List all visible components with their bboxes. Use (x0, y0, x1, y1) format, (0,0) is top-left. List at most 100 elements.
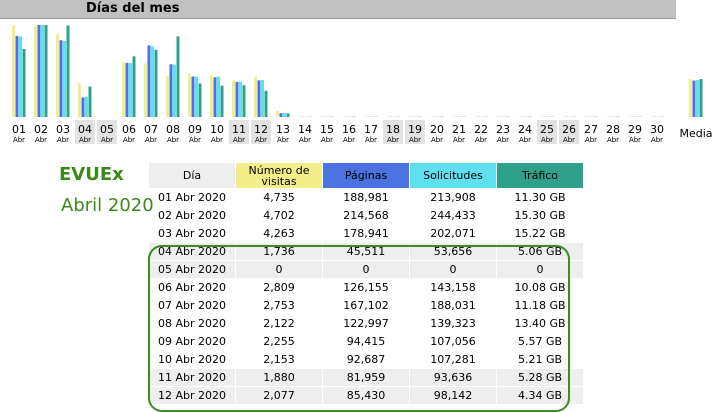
day-tick-sublabel: Abr (123, 136, 135, 144)
day-tick-label: 02 (34, 123, 48, 136)
cell-requests: 53,656 (410, 243, 496, 260)
day-tick-sublabel: Abr (57, 136, 69, 144)
bar-solicitudes-10 (217, 77, 220, 117)
cell-visits: 4,263 (236, 225, 322, 242)
bar-solicitudes-11 (239, 82, 242, 117)
bar-p-ginas-09 (192, 77, 195, 117)
day-tick-sublabel: Abr (541, 136, 553, 144)
cell-day: 09 Abr 2020 (149, 333, 235, 350)
day-tick-label: 14 (298, 123, 312, 136)
average-label: Media (679, 127, 712, 140)
cell-visits: 1,880 (236, 369, 322, 386)
section-title: Días del mes (86, 1, 180, 16)
day-tick-label: 06 (122, 123, 136, 136)
bar-p-ginas-10 (214, 77, 217, 117)
day-tick-sublabel: Abr (167, 136, 179, 144)
col-header-pages: Páginas (323, 163, 409, 188)
cell-requests: 202,071 (410, 225, 496, 242)
cell-visits: 2,153 (236, 351, 322, 368)
cell-traffic: 4.34 GB (497, 387, 583, 404)
cell-traffic: 11.30 GB (497, 189, 583, 206)
cell-pages: 214,568 (323, 207, 409, 224)
col-header-requests: Solicitudes (410, 163, 496, 188)
day-tick-label: 01 (12, 123, 26, 136)
day-tick-sublabel: Abr (365, 136, 377, 144)
bar-p-ginas-08 (170, 64, 173, 117)
bar-average-0 (689, 79, 692, 117)
cell-requests: 188,031 (410, 297, 496, 314)
cell-traffic: 5.21 GB (497, 351, 583, 368)
bar-tr-fico-08 (177, 36, 180, 117)
bar-tr-fico-10 (221, 86, 224, 117)
day-tick-sublabel: Abr (563, 136, 575, 144)
cell-requests: 98,142 (410, 387, 496, 404)
day-tick-sublabel: Abr (145, 136, 157, 144)
cell-pages: 122,997 (323, 315, 409, 332)
day-tick-label: 21 (452, 123, 466, 136)
bar-p-ginas-11 (236, 82, 239, 117)
day-tick-label: 20 (430, 123, 444, 136)
day-tick-sublabel: Abr (475, 136, 487, 144)
bar-n-mero-de-visitas-03 (56, 34, 59, 117)
bar-p-ginas-04 (82, 97, 85, 117)
cell-requests: 213,908 (410, 189, 496, 206)
cell-requests: 244,433 (410, 207, 496, 224)
cell-visits: 0 (236, 261, 322, 278)
col-header-traffic: Tráfico (497, 163, 583, 188)
day-tick-label: 12 (254, 123, 268, 136)
day-tick-sublabel: Abr (211, 136, 223, 144)
cell-day: 01 Abr 2020 (149, 189, 235, 206)
bar-p-ginas-02 (38, 25, 41, 117)
day-tick-label: 15 (320, 123, 334, 136)
cell-visits: 2,122 (236, 315, 322, 332)
cell-traffic: 5.28 GB (497, 369, 583, 386)
bar-n-mero-de-visitas-09 (188, 73, 191, 117)
bar-tr-fico-01 (23, 49, 26, 117)
day-tick-sublabel: Abr (497, 136, 509, 144)
bar-n-mero-de-visitas-08 (166, 76, 169, 117)
bar-n-mero-de-visitas-01 (12, 25, 15, 117)
day-tick-label: 17 (364, 123, 378, 136)
day-tick-label: 22 (474, 123, 488, 136)
bar-p-ginas-06 (126, 63, 129, 117)
day-tick-sublabel: Abr (651, 136, 663, 144)
day-tick-label: 07 (144, 123, 158, 136)
bar-solicitudes-08 (173, 65, 176, 117)
bar-solicitudes-02 (41, 25, 44, 117)
day-tick-label: 11 (232, 123, 246, 136)
cell-pages: 178,941 (323, 225, 409, 242)
bar-tr-fico-09 (199, 84, 202, 117)
cell-traffic: 11.18 GB (497, 297, 583, 314)
bar-solicitudes-06 (129, 63, 132, 117)
cell-traffic: 13.40 GB (497, 315, 583, 332)
day-tick-sublabel: Abr (79, 136, 91, 144)
bar-solicitudes-13 (283, 113, 286, 117)
cell-pages: 94,415 (323, 333, 409, 350)
cell-day: 10 Abr 2020 (149, 351, 235, 368)
cell-pages: 85,430 (323, 387, 409, 404)
bar-p-ginas-03 (60, 40, 63, 117)
bar-tr-fico-04 (89, 87, 92, 117)
day-tick-sublabel: Abr (255, 136, 267, 144)
cell-day: 12 Abr 2020 (149, 387, 235, 404)
cell-requests: 0 (410, 261, 496, 278)
day-tick-sublabel: Abr (453, 136, 465, 144)
day-tick-label: 30 (650, 123, 664, 136)
day-tick-label: 18 (386, 123, 400, 136)
cell-day: 08 Abr 2020 (149, 315, 235, 332)
day-tick-label: 19 (408, 123, 422, 136)
day-tick-sublabel: Abr (431, 136, 443, 144)
day-tick-sublabel: Abr (585, 136, 597, 144)
cell-day: 06 Abr 2020 (149, 279, 235, 296)
cell-visits: 2,809 (236, 279, 322, 296)
cell-traffic: 10.08 GB (497, 279, 583, 296)
watermark-site-name: EVUEx (59, 164, 124, 185)
